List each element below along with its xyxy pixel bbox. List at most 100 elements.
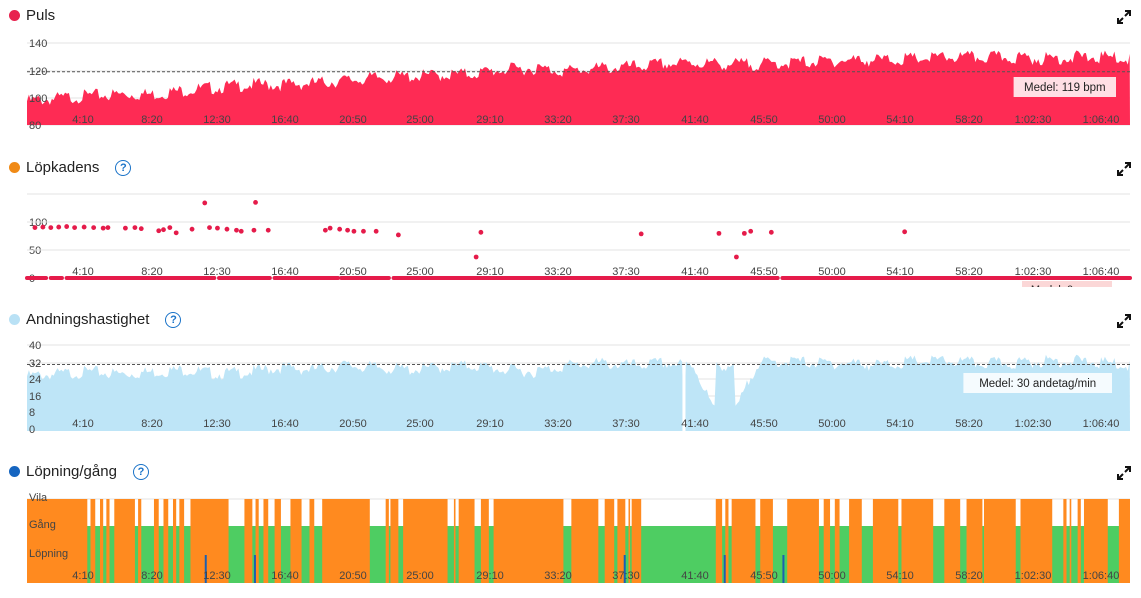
run-segment [1063,499,1067,583]
cadence-point [337,226,343,232]
cadence-point [768,229,774,235]
expand-icon[interactable] [1117,466,1131,480]
cadence-point [902,229,908,235]
run-walk-y-tick: Gång [29,519,56,531]
cadence-x-tick: 20:50 [339,266,367,278]
breathing-x-tick: 1:02:30 [1015,418,1052,430]
cadence-point [265,227,271,233]
cadence-point [161,227,166,233]
run-segment [106,499,110,583]
cadence-x-tick: 16:40 [271,266,299,278]
breathing-average-label: Medel: 30 andetag/min [979,378,1096,390]
breathing-y-tick: 16 [29,391,41,403]
run-walk-y-tick: Vila [29,492,48,504]
heart-rate-x-tick: 20:50 [339,114,367,126]
run-segment [458,499,475,583]
cadence-point [238,228,244,234]
cadence-point [361,228,366,234]
cadence-point [345,227,350,233]
heart-rate-x-tick: 33:20 [544,114,572,126]
run-walk-title: Löpning/gång ? [9,463,149,480]
cadence-x-tick: 1:06:40 [1083,266,1120,278]
breathing-x-tick: 37:30 [612,418,640,430]
breathing-y-tick: 8 [29,407,35,419]
expand-icon[interactable] [1117,162,1131,176]
cadence-point [156,228,162,234]
run-segment [309,499,315,583]
run-segment [604,499,615,583]
heart-rate-x-tick: 41:40 [681,114,709,126]
run-segment [173,499,177,583]
cadence-point [56,224,62,230]
run-walk-x-tick: 29:10 [476,570,504,582]
run-walk-chart: Vila Gång Löpning 4:10 8:20 12:30 16:40 20:50 25… [27,492,1130,583]
run-segment [480,499,489,583]
help-icon[interactable]: ? [132,463,149,480]
expand-icon[interactable] [1117,10,1131,24]
cadence-x-tick: 12:30 [203,266,231,278]
run-walk-marker [253,555,256,583]
cadence-point [478,229,484,235]
run-segment [27,499,88,583]
heart-rate-x-tick: 29:10 [476,114,504,126]
cadence-point [638,231,644,237]
breathing-x-tick: 54:10 [886,418,914,430]
cadence-point [72,225,78,230]
heart-rate-title: Puls [9,7,55,24]
heart-rate-title-label: Puls [26,7,56,24]
run-segment [966,499,983,583]
breathing-x-tick: 50:00 [818,418,846,430]
run-segment [787,499,819,583]
breathing-x-tick: 1:06:40 [1083,418,1120,430]
cadence-x-tick: 33:20 [544,266,572,278]
run-walk-x-tick: 58:20 [955,570,983,582]
breathing-x-tick: 29:10 [476,418,504,430]
breathing-x-tick: 41:40 [681,418,709,430]
breathing-x-tick: 4:10 [72,418,93,430]
cadence-point [207,225,212,230]
run-segment [190,499,229,583]
heart-rate-x-tick: 25:00 [406,114,434,126]
cadence-point [322,227,328,233]
cadence-x-tick: 54:10 [886,266,914,278]
cadence-legend-dot [9,162,20,173]
help-icon[interactable]: ? [165,311,182,328]
run-segment [1020,499,1053,583]
cadence-point [351,228,357,234]
heart-rate-y-tick: 80 [29,120,41,132]
cadence-title-label: Löpkadens [26,159,100,176]
cadence-point [91,225,97,230]
run-segment [731,499,756,583]
run-walk-x-tick: 16:40 [271,570,299,582]
heart-rate-x-tick: 4:10 [72,114,93,126]
run-walk-x-tick: 1:02:30 [1015,570,1052,582]
heart-rate-y-tick: 100 [29,93,47,105]
heart-rate-x-tick: 50:00 [818,114,846,126]
run-walk-x-tick: 12:30 [203,570,231,582]
cadence-y-tick: 50 [29,245,41,257]
cadence-point [64,224,70,229]
run-segment [100,499,104,583]
cadence-x-tick: 25:00 [406,266,434,278]
heart-rate-y-tick: 140 [29,38,47,50]
run-segment [90,499,96,583]
expand-icon[interactable] [1117,314,1131,328]
run-segment [493,499,564,583]
cadence-panel: Löpkadens ? 1005004:108:2012:3016:4020:5… [0,152,1141,287]
run-segment [179,499,185,583]
run-segment [823,499,831,583]
breathing-y-tick: 32 [29,358,41,370]
cadence-point [122,225,128,231]
breathing-x-tick: 8:20 [141,418,162,430]
cadence-point [748,228,754,234]
help-icon[interactable]: ? [115,159,132,176]
run-segment [322,499,370,583]
run-segment [872,499,899,583]
breathing-x-tick: 20:50 [339,418,367,430]
run-walk-x-tick: 50:00 [818,570,846,582]
run-segment [628,499,631,583]
cadence-point [215,225,220,231]
run-segment [944,499,961,583]
breathing-title-label: Andningshastighet [26,311,150,328]
run-segment [849,499,862,583]
